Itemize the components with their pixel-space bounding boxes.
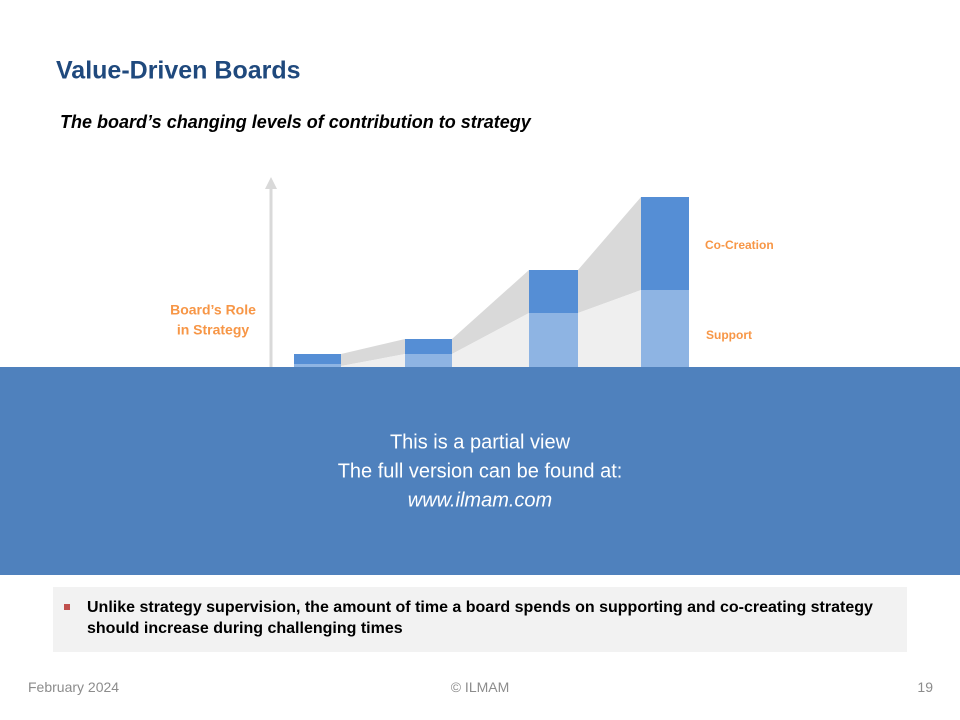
title: Value-Driven Boards [56,57,301,85]
bar-support [641,290,689,367]
bar-support [529,313,578,367]
page-number: 19 [917,679,933,695]
takeaway-text: Unlike strategy supervision, the amount … [87,599,873,637]
bar-support [294,364,341,367]
overlay-link[interactable]: www.ilmam.com [408,489,552,511]
axis-label: in Strategy [177,322,250,338]
bar-support [405,354,452,367]
overlay-text: This is a partial view [390,431,571,453]
band [341,197,641,366]
bar-cocreation [529,270,578,313]
bar-cocreation [405,339,452,354]
bar-cocreation [641,197,689,290]
axis-label: Board’s Role [170,302,256,318]
bar-cocreation [294,354,341,364]
layer-label: Support [706,328,752,342]
overlay [0,367,960,575]
arrow-head [265,177,277,189]
overlay-text: The full version can be found at: [338,460,623,482]
takeaway-box: Unlike strategy supervision, the amount … [53,587,907,652]
footer-copyright: © ILMAM [450,679,510,695]
subtitle: The board’s changing levels of contribut… [60,112,532,132]
layer-label: Co-Creation [705,238,774,252]
bullet-marker [64,604,70,610]
footer-date: February 2024 [28,679,120,695]
